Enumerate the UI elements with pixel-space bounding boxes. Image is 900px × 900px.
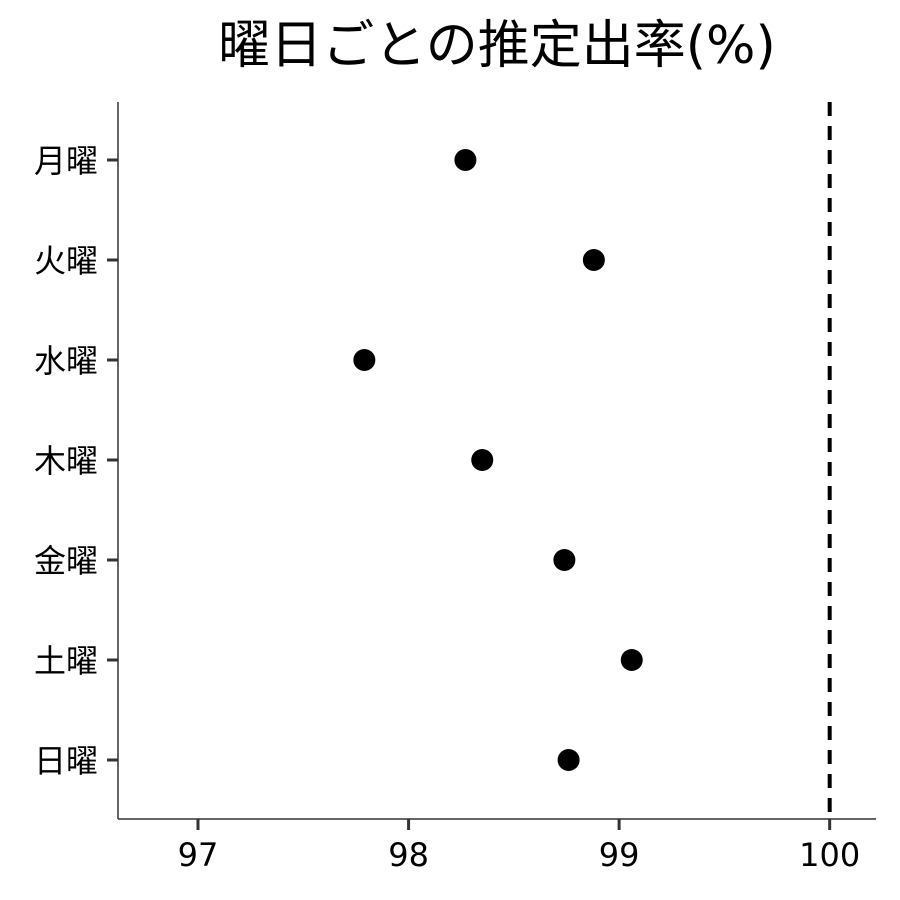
data-point [620, 649, 643, 671]
data-point [582, 249, 605, 271]
y-tick-label: 木曜 [34, 442, 98, 480]
y-tick-label: 火曜 [34, 242, 98, 280]
data-point [553, 549, 576, 571]
data-point [557, 749, 580, 771]
x-tick-label: 99 [599, 836, 640, 874]
x-tick-label: 100 [799, 836, 860, 874]
x-tick-label: 98 [388, 836, 429, 874]
y-tick-label: 日曜 [34, 742, 98, 780]
y-tick-label: 月曜 [34, 142, 98, 180]
data-point [454, 149, 477, 171]
data-point [353, 349, 376, 371]
chart-title: 曜日ごとの推定出率(%) [218, 16, 775, 76]
y-tick-label: 土曜 [34, 642, 98, 680]
marks [353, 102, 832, 819]
x-tick-label: 97 [178, 836, 219, 874]
data-point [471, 449, 494, 471]
y-tick-label: 水曜 [34, 342, 98, 380]
y-tick-label: 金曜 [34, 542, 98, 580]
